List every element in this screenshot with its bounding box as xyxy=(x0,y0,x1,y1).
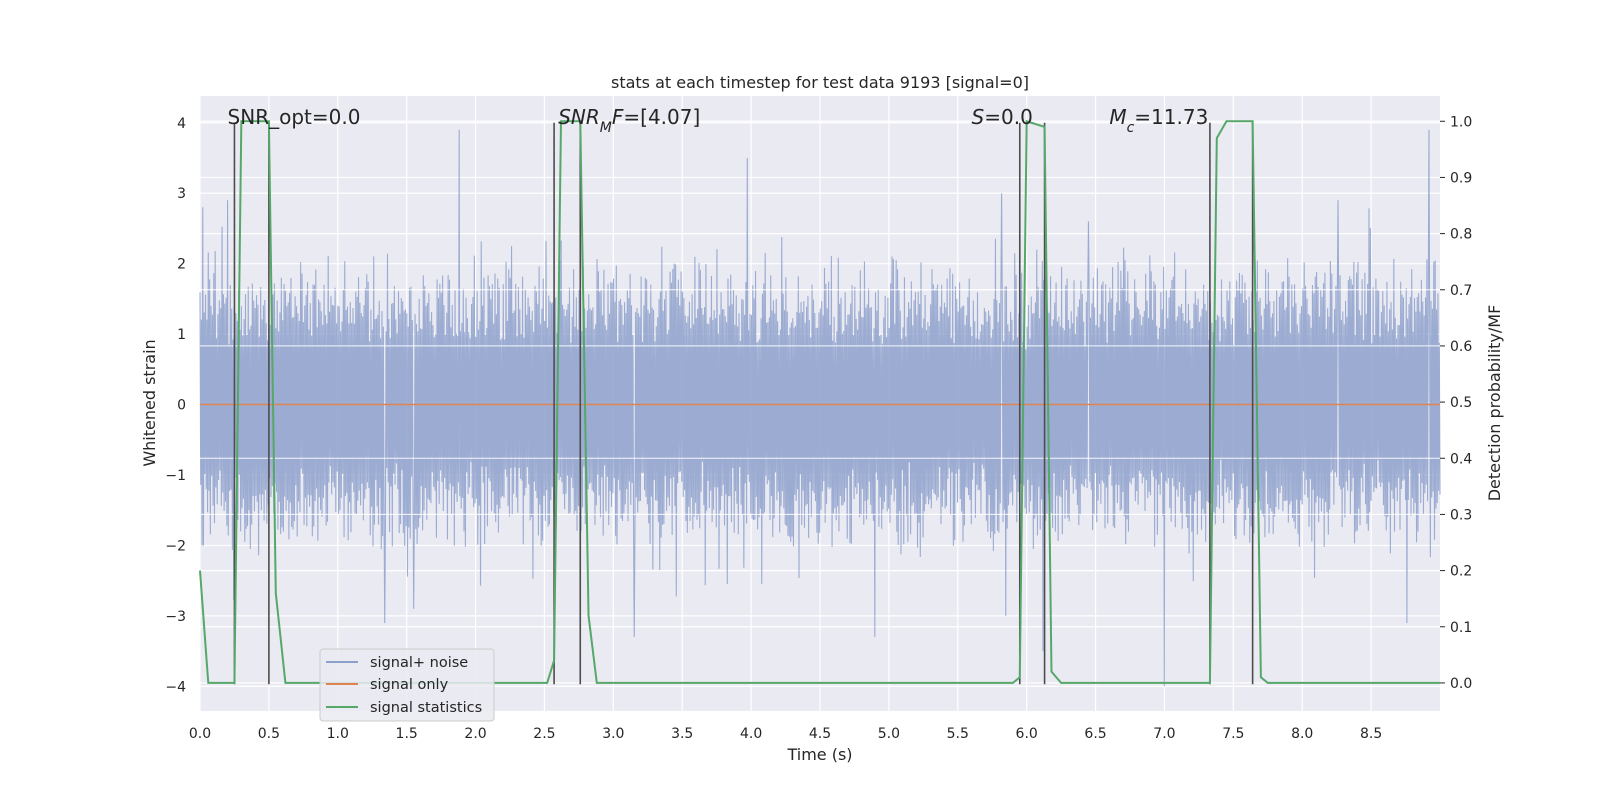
signal-noise-line xyxy=(199,129,1441,687)
x-tick-label: 8.0 xyxy=(1291,726,1313,742)
y-left-tick-label: −4 xyxy=(165,679,186,695)
y-right-tick-label: 0.4 xyxy=(1450,451,1472,467)
legend-box xyxy=(319,648,495,722)
x-tick-label: 5.5 xyxy=(947,726,969,742)
x-tick-label: 3.5 xyxy=(671,726,693,742)
x-tick-label: 8.5 xyxy=(1360,726,1382,742)
y-left-tick-label: 2 xyxy=(177,257,186,273)
legend-label-signal-only: signal only xyxy=(370,677,449,693)
x-tick-label: 0.0 xyxy=(189,726,211,742)
y-right-tick-label: 0.8 xyxy=(1450,227,1472,243)
axis-ticks: 0.0 0.5 1.0 1.5 2.0 2.5 3.0 3.5 4.0 4.5 5.0 5.5 6.0 6… xyxy=(165,114,1472,742)
annotation-part: M xyxy=(1109,105,1126,129)
y-axis-right-title: Detection probability/MF xyxy=(1485,305,1504,502)
annotation-part: M xyxy=(600,120,612,136)
annotation: SNR_opt=0.0 xyxy=(228,105,361,129)
annotation-part: F xyxy=(612,105,624,129)
y-left-tick-label: −3 xyxy=(165,609,186,625)
x-axis-title: Time (s) xyxy=(786,745,852,764)
signal-statistics-series xyxy=(199,119,1440,684)
signal-only-series xyxy=(200,289,1440,515)
x-tick-label: 5.0 xyxy=(878,726,900,742)
annotation-part: c xyxy=(1127,120,1135,136)
chart-title: stats at each timestep for test data 919… xyxy=(611,73,1029,92)
x-tick-label: 0.5 xyxy=(258,726,280,742)
y-right-tick-label: 1.0 xyxy=(1450,114,1472,130)
y-right-tick-label: 0.6 xyxy=(1450,339,1472,355)
y-right-tick-label: 0.5 xyxy=(1450,395,1472,411)
signal-noise-series xyxy=(199,129,1441,687)
y-left-tick-label: −1 xyxy=(165,468,186,484)
y-left-tick-label: 0 xyxy=(177,398,186,414)
y-right-tick-label: 0.2 xyxy=(1450,564,1472,580)
annotation-part: =[4.07] xyxy=(623,105,700,129)
signal-statistics-line xyxy=(199,119,1440,684)
annotation: S=0.0 xyxy=(972,105,1033,129)
y-left-tick-label: 3 xyxy=(177,186,186,202)
annotation-part: SNR xyxy=(558,105,600,129)
x-tick-label: 6.5 xyxy=(1084,726,1106,742)
y-right-tick-label: 0.3 xyxy=(1450,507,1472,523)
x-tick-label: 1.5 xyxy=(396,726,418,742)
annotation-part: =11.73 xyxy=(1134,105,1208,129)
annotation: Mc=11.73 xyxy=(1109,105,1208,136)
y-left-tick-label: 4 xyxy=(177,116,186,132)
x-tick-label: 2.0 xyxy=(464,726,486,742)
x-tick-label: 4.0 xyxy=(740,726,762,742)
y-right-tick-label: 0.7 xyxy=(1450,283,1472,299)
annotations: SNR_opt=0.0 SNRMF=[4.07] S=0.0 Mc=11.73 xyxy=(228,105,1209,136)
legend-label-signal-statistics: signal statistics xyxy=(370,700,482,716)
x-tick-label: 4.5 xyxy=(809,726,831,742)
x-tick-label: 6.0 xyxy=(1016,726,1038,742)
x-tick-label: 7.5 xyxy=(1222,726,1244,742)
x-tick-label: 3.0 xyxy=(602,726,624,742)
annotation-part: SNR_opt=0.0 xyxy=(228,105,361,129)
y-right-tick-label: 0.0 xyxy=(1450,676,1472,692)
annotation: SNRMF=[4.07] xyxy=(558,105,700,136)
y-right-tick-label: 0.9 xyxy=(1450,170,1472,186)
x-tick-label: 1.0 xyxy=(327,726,349,742)
legend: signal+ noise signal only signal statist… xyxy=(319,648,495,722)
y-right-tick-label: 0.1 xyxy=(1450,620,1472,636)
y-axis-left-title: Whitened strain xyxy=(140,339,159,466)
y-left-tick-label: −2 xyxy=(165,538,186,554)
x-tick-label: 7.0 xyxy=(1153,726,1175,742)
annotation-part: =0.0 xyxy=(984,105,1033,129)
annotation-part: S xyxy=(972,105,985,129)
legend-label-signal-noise: signal+ noise xyxy=(370,655,468,671)
y-left-tick-label: 1 xyxy=(177,327,186,343)
x-tick-label: 2.5 xyxy=(533,726,555,742)
